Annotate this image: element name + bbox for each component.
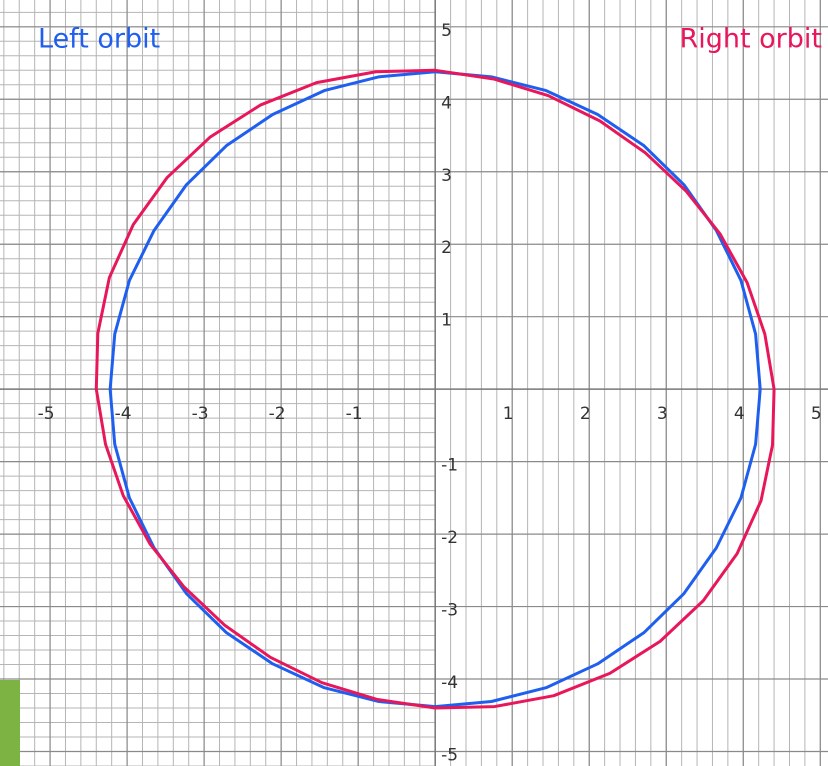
y-tick-label: -5 <box>441 746 458 766</box>
side-decoration <box>0 680 20 766</box>
x-tick-label: -4 <box>115 404 132 424</box>
x-tick-label: 1 <box>503 404 514 424</box>
y-tick-label: -3 <box>441 601 458 621</box>
x-tick-label: -1 <box>346 404 363 424</box>
x-tick-label: 4 <box>734 404 745 424</box>
y-tick-label: -4 <box>441 673 458 693</box>
y-tick-label: 2 <box>441 238 452 258</box>
legend-entry: Left orbit <box>38 24 160 55</box>
x-tick-label: -5 <box>38 404 55 424</box>
x-tick-label: -3 <box>192 404 209 424</box>
y-tick-label: 4 <box>441 93 452 113</box>
marks <box>94 68 776 710</box>
orbit-line <box>94 68 776 710</box>
x-tick-label: 5 <box>811 404 822 424</box>
x-tick-label: -2 <box>269 404 286 424</box>
x-tick-label: 3 <box>657 404 668 424</box>
y-tick-label: 5 <box>441 21 452 41</box>
x-tick-label: 2 <box>580 404 591 424</box>
orbit-line <box>108 70 762 709</box>
y-tick-label: -2 <box>441 528 458 548</box>
y-tick-label: -1 <box>441 456 458 476</box>
y-tick-label: 1 <box>441 311 452 331</box>
legend-entry: Right orbit <box>679 24 822 55</box>
y-tick-label: 3 <box>441 166 452 186</box>
